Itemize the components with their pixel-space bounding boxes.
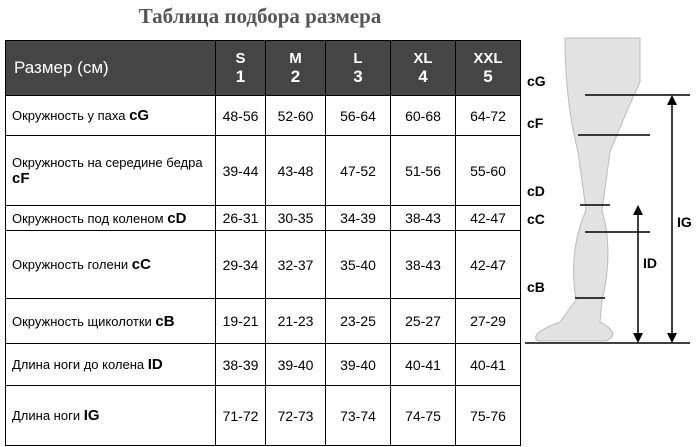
size-letter: XXL [473, 49, 503, 67]
diagram-label: cC [527, 211, 545, 227]
size-value: 48-56 [215, 95, 266, 136]
size-letter: S [235, 49, 246, 67]
diagram-label: cB [527, 279, 545, 295]
size-letter: M [289, 49, 302, 67]
leg-shape [535, 37, 641, 342]
label-text: Длина ноги [12, 408, 81, 423]
row-label: Окружность щиколотки cB [5, 298, 216, 344]
row-label: Длина ноги до колена ID [5, 343, 216, 386]
label-code: cD [167, 209, 187, 227]
size-value: 71-72 [215, 385, 266, 446]
diagram-label: cF [527, 115, 544, 131]
size-header: XL 4 [390, 40, 456, 96]
size-value: 43-48 [265, 135, 326, 206]
size-row: Окружность у паха cG 48-56 52-60 56-64 60-68… [5, 95, 521, 136]
size-table: Размер (см) S 1 M 2 L 3 XL 4 XXL 5 Окружность у пах… [5, 40, 521, 446]
label-code: IG [83, 407, 100, 424]
size-value: 40-41 [390, 343, 456, 386]
label-text: Окружность под коленом [12, 210, 164, 226]
row-label: Окружность голени cC [5, 230, 216, 299]
size-letter: L [353, 49, 363, 67]
size-value: 56-64 [325, 95, 391, 136]
size-value: 64-72 [455, 95, 521, 136]
label-code: cB [155, 312, 175, 330]
size-value: 38-39 [215, 343, 266, 386]
label-text: Длина ноги до колена [12, 357, 145, 372]
size-number: 3 [353, 66, 363, 86]
label-code: cG [129, 107, 150, 124]
size-value: 26-31 [215, 205, 266, 231]
diagram-label: ID [643, 255, 657, 271]
title: Таблица подбора размера [138, 4, 382, 28]
size-number: 1 [235, 66, 246, 86]
size-value: 38-43 [390, 230, 456, 299]
size-row: Длина ноги до колена ID 38-39 39-40 39-40 40… [5, 343, 521, 386]
arrows [633, 95, 677, 343]
size-row: Окружность щиколотки cB 19-21 21-23 23-25 25… [5, 298, 521, 344]
size-header: XXL 5 [455, 40, 521, 96]
size-value: 19-21 [215, 298, 266, 344]
size-value: 39-40 [265, 343, 326, 386]
size-value: 38-43 [390, 205, 456, 231]
size-value: 25-27 [390, 298, 456, 344]
size-value: 29-34 [215, 230, 266, 299]
size-value: 39-44 [215, 135, 266, 206]
corner-cell: Размер (см) [5, 40, 216, 96]
size-row: Длина ноги IG 71-72 72-73 73-74 74-75 75-76 [5, 385, 521, 446]
size-row: Окружность на середине бедра cF 39-44 43-4… [5, 135, 521, 206]
size-number: 4 [418, 66, 428, 86]
size-number: 2 [290, 66, 301, 86]
size-value: 42-47 [455, 205, 521, 231]
size-value: 47-52 [325, 135, 391, 206]
size-letter: XL [413, 49, 433, 67]
label-text: Окружность у паха [12, 108, 126, 123]
size-value: 72-73 [265, 385, 326, 446]
label-code: cF [12, 169, 30, 187]
label-code: ID [147, 356, 163, 373]
diagram-label: cG [527, 73, 546, 89]
diagram-label: cD [527, 183, 545, 199]
row-label: Окружность у паха cG [5, 95, 216, 136]
size-row: Окружность под коленом cD 26-31 30-35 34-39… [5, 205, 521, 231]
size-value: 35-40 [325, 230, 391, 299]
row-label: Окружность под коленом cD [5, 205, 216, 231]
size-value: 34-39 [325, 205, 391, 231]
label-text: Окружность щиколотки [12, 313, 152, 329]
label-text: Окружность голени [12, 257, 129, 272]
size-value: 60-68 [390, 95, 456, 136]
size-value: 27-29 [455, 298, 521, 344]
size-value: 32-37 [265, 230, 326, 299]
size-value: 42-47 [455, 230, 521, 299]
label-code: cC [131, 256, 151, 273]
size-value: 52-60 [265, 95, 326, 136]
size-value: 73-74 [325, 385, 391, 446]
size-value: 75-76 [455, 385, 521, 446]
size-value: 39-40 [325, 343, 391, 386]
size-row: Окружность голени cC 29-34 32-37 35-40 38-43… [5, 230, 521, 299]
size-value: 51-56 [390, 135, 456, 206]
size-number: 5 [483, 66, 493, 86]
diagram-label: IG [677, 214, 692, 230]
header-row: Размер (см) S 1 M 2 L 3 XL 4 XXL 5 [5, 40, 521, 96]
size-value: 74-75 [390, 385, 456, 446]
row-label: Длина ноги IG [5, 385, 216, 446]
size-value: 21-23 [265, 298, 326, 344]
row-label: Окружность на середине бедра cF [5, 135, 216, 206]
size-value: 40-41 [455, 343, 521, 386]
label-text: Окружность на середине бедра [12, 154, 203, 170]
measure-lines [525, 94, 690, 344]
size-value: 55-60 [455, 135, 521, 206]
size-value: 23-25 [325, 298, 391, 344]
size-value: 30-35 [265, 205, 326, 231]
